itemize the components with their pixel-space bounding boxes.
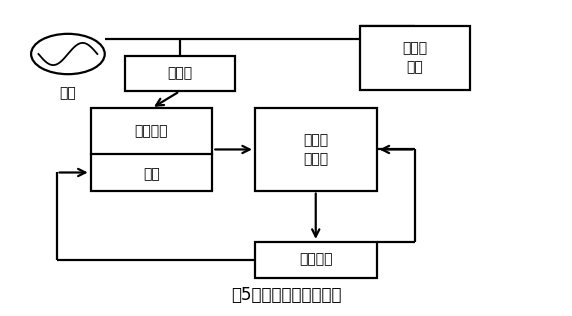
Text: 驱动: 驱动 [143,167,160,181]
Text: 非线性
负载: 非线性 负载 [402,41,427,75]
FancyBboxPatch shape [255,242,376,277]
FancyBboxPatch shape [255,108,376,191]
Text: 变压器: 变压器 [167,66,192,80]
Text: 图5有源电力滤波结构图: 图5有源电力滤波结构图 [231,286,341,304]
Text: 电网: 电网 [59,87,76,100]
Text: 控制单元: 控制单元 [299,253,332,267]
FancyBboxPatch shape [90,108,212,191]
Text: 功率单元: 功率单元 [135,125,168,138]
Text: 信号检
测单元: 信号检 测单元 [303,133,328,166]
FancyBboxPatch shape [360,26,470,90]
FancyBboxPatch shape [125,56,235,91]
